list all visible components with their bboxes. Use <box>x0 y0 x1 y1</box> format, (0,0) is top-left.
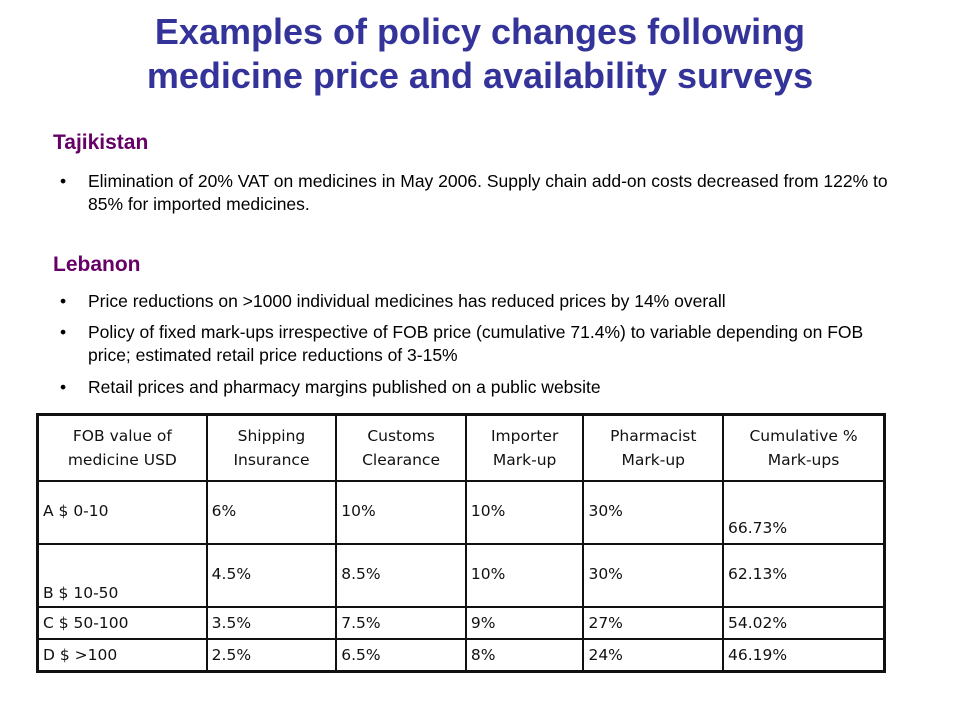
bullet-tajikistan-1: • Elimination of 20% VAT on medicines in… <box>60 170 900 216</box>
table-cell: 66.73% <box>722 480 886 545</box>
markup-table-image: FOB value of medicine USD Shipping Insuran… <box>36 413 886 673</box>
table-cell: 9% <box>464 605 585 641</box>
slide-title: Examples of policy changes following med… <box>40 10 920 98</box>
table-cell: 8% <box>464 638 585 673</box>
table-cell: 6% <box>205 480 338 545</box>
table-cell: 30% <box>582 480 725 545</box>
bullet-text: Policy of fixed mark-ups irrespective of… <box>88 322 864 365</box>
table-cell: 6.5% <box>335 638 467 673</box>
header-cell: Pharmacist Mark-up <box>582 413 725 483</box>
table-row: A $ 0-10 6% 10% 10% 30% 66.73% <box>36 480 886 545</box>
bullet-text: Price reductions on >1000 individual med… <box>88 291 726 311</box>
table-cell: 54.02% <box>722 605 886 641</box>
table-cell: 46.19% <box>722 638 886 673</box>
header-cell: FOB value of medicine USD <box>36 413 208 483</box>
table-cell: 10% <box>464 480 585 545</box>
table-row: B $ 10-50 4.5% 8.5% 10% 30% 62.13% <box>36 542 886 608</box>
table-cell: C $ 50-100 <box>36 605 208 641</box>
bullet-lebanon-3: • Retail prices and pharmacy margins pub… <box>60 376 900 399</box>
table-cell: 24% <box>582 638 725 673</box>
header-cell: Customs Clearance <box>335 413 467 483</box>
table-row: D $ >100 2.5% 6.5% 8% 24% 46.19% <box>36 638 886 673</box>
bullet-marker: • <box>60 291 67 311</box>
table-cell: 2.5% <box>205 638 338 673</box>
bullet-lebanon-1: • Price reductions on >1000 individual m… <box>60 290 900 313</box>
header-cell: Cumulative % Mark-ups <box>722 413 886 483</box>
table-cell: 10% <box>464 542 585 608</box>
bullet-marker: • <box>60 377 67 397</box>
header-cell: Importer Mark-up <box>464 413 585 483</box>
header-cell: Shipping Insurance <box>205 413 338 483</box>
table-row: C $ 50-100 3.5% 7.5% 9% 27% 54.02% <box>36 605 886 641</box>
table-cell: 30% <box>582 542 725 608</box>
bullet-text: Elimination of 20% VAT on medicines in M… <box>88 171 888 214</box>
section-heading-lebanon: Lebanon <box>53 253 141 276</box>
table-cell: 27% <box>582 605 725 641</box>
table-cell: 62.13% <box>722 542 886 608</box>
table-cell: 8.5% <box>335 542 467 608</box>
bullet-text: Retail prices and pharmacy margins publi… <box>88 377 601 397</box>
table-cell: 4.5% <box>205 542 338 608</box>
bullet-marker: • <box>60 322 67 342</box>
bullet-lebanon-2: • Policy of fixed mark-ups irrespective … <box>60 321 900 367</box>
table-cell: 10% <box>335 480 467 545</box>
bullet-marker: • <box>60 171 67 191</box>
section-heading-tajikistan: Tajikistan <box>53 131 149 154</box>
table-cell: 7.5% <box>335 605 467 641</box>
table-header-row: FOB value of medicine USD Shipping Insuran… <box>36 413 886 483</box>
table-cell: 3.5% <box>205 605 338 641</box>
markup-table: FOB value of medicine USD Shipping Insuran… <box>36 413 886 673</box>
title-line-2: medicine price and availability surveys <box>146 55 814 96</box>
table-cell: A $ 0-10 <box>36 480 208 545</box>
title-line-1: Examples of policy changes following <box>154 11 806 52</box>
table-cell: B $ 10-50 <box>36 542 208 608</box>
table-cell: D $ >100 <box>36 638 208 673</box>
